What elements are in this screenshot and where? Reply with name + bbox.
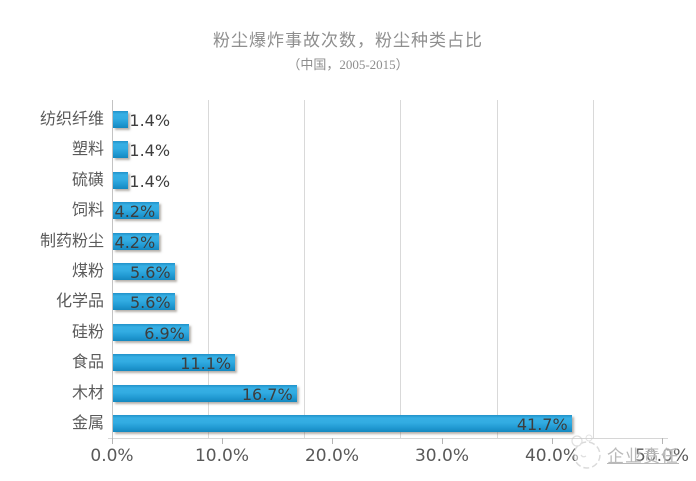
category-label: 木材 [71, 384, 104, 402]
bar [113, 293, 175, 311]
bar [113, 263, 175, 280]
value-label: 1.4% [129, 171, 171, 191]
category-label: 制药粉尘 [39, 232, 104, 250]
bar [113, 354, 236, 372]
doodle-face-logo-icon [571, 434, 601, 469]
bar [113, 384, 297, 402]
value-label: 1.4% [129, 141, 171, 161]
bar [113, 171, 129, 189]
x-axis-tick [442, 438, 443, 444]
category-label: 硅粉 [71, 323, 104, 341]
bar [113, 323, 189, 341]
chart-subtitle: （中国，2005-2015） [287, 57, 409, 72]
value-label: 6.9% [144, 323, 185, 343]
bar [113, 232, 160, 250]
value-label: 5.6% [129, 263, 171, 282]
category-label: 塑料 [71, 141, 104, 159]
category-label: 化学品 [55, 293, 104, 311]
x-axis-line [108, 438, 668, 439]
category-label: 金属 [71, 415, 104, 432]
category-label: 煤粉 [71, 263, 104, 280]
value-label: 11.1% [180, 354, 232, 374]
bar [113, 415, 572, 432]
category-label: 食品 [71, 354, 104, 372]
chart-title: 粉尘爆炸事故次数，粉尘种类占比 [213, 31, 483, 50]
value-label: 4.2% [114, 202, 156, 222]
gridline [208, 100, 209, 438]
bar [113, 202, 160, 220]
x-axis-tick-label: 10.0% [194, 446, 249, 466]
x-axis-tick-label: 20.0% [304, 446, 359, 466]
value-label: 41.7% [516, 415, 568, 434]
x-axis-tick [222, 438, 223, 444]
gridline [497, 100, 498, 438]
category-label: 饲料 [71, 202, 104, 220]
value-label: 16.7% [241, 384, 293, 404]
watermark: 企业责任 [563, 433, 696, 473]
category-label: 硫磺 [71, 171, 104, 189]
x-axis-tick [112, 438, 113, 444]
value-label: 4.2% [114, 232, 156, 252]
gridline [400, 100, 401, 438]
value-label: 5.6% [129, 293, 171, 313]
x-axis-tick-label: 40.0% [524, 446, 579, 466]
x-axis-tick [332, 438, 333, 444]
y-axis-line [112, 100, 113, 438]
watermark-text: 企业责任 [607, 447, 679, 466]
bar [113, 141, 129, 159]
value-label: 1.4% [129, 111, 171, 130]
x-axis-tick [662, 438, 663, 444]
x-axis-tick-label: 0.0% [90, 446, 134, 466]
gridline [593, 100, 594, 438]
x-axis-tick [552, 438, 553, 444]
category-label: 纺织纤维 [39, 111, 104, 128]
bar [113, 111, 129, 128]
x-axis-tick-label: 50.0% [634, 446, 689, 466]
x-axis-tick-label: 30.0% [414, 446, 469, 466]
gridline [304, 100, 305, 438]
